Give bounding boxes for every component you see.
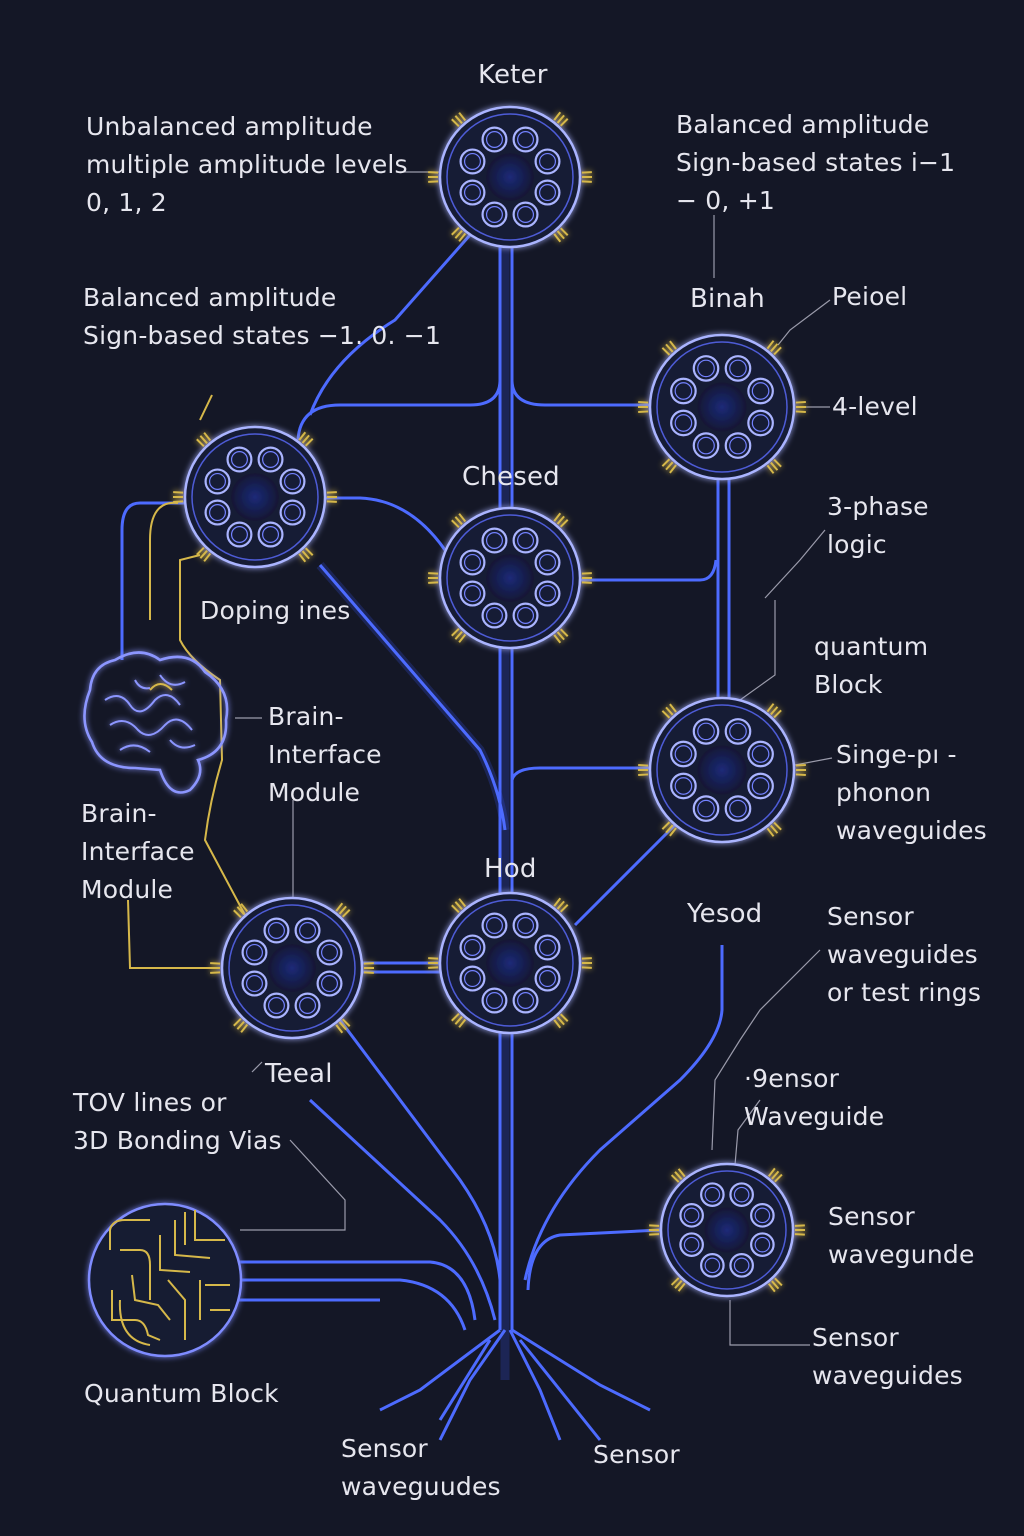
node-label-keter: Keter — [478, 60, 548, 90]
annotation-sensor-test-rings: Sensor waveguides or test rings — [827, 902, 982, 1007]
sensor-node — [649, 1162, 805, 1298]
annotation-sensor-waveguudes: Sensor waveguudes — [341, 1434, 501, 1501]
annotation-sensor-bottom: Sensor — [593, 1440, 680, 1469]
annotation-unbalanced-amplitude: Unbalanced amplitude multiple amplitude … — [86, 112, 408, 217]
teeal-node — [210, 896, 374, 1040]
node-label-yesod: Yesod — [687, 899, 763, 929]
waveguide-network — [120, 234, 731, 1441]
sephirot-nodes — [173, 105, 806, 1298]
annotation-tov-lines: TOV lines or 3D Bonding Vias — [73, 1088, 282, 1155]
left-upper-node — [173, 425, 337, 569]
chesed-node — [428, 506, 592, 650]
annotation-single-phonon-waveguides: Singe-pı - phonon waveguides — [836, 740, 987, 845]
annotation-sensor-waveguides-right: Sensor waveguides — [812, 1323, 963, 1390]
keter-node — [428, 105, 592, 249]
annotation-three-phase-logic: 3-phase logic — [827, 492, 929, 559]
annotation-brain-interface-right: Brain- Interface Module — [268, 702, 382, 807]
quantum-block-node — [638, 696, 806, 844]
annotation-leaders — [235, 171, 833, 1346]
brain-icon — [83, 651, 229, 794]
annotation-sensor-wavegunde: Sensor wavegunde — [828, 1202, 975, 1269]
annotation-quantum-block-right: quantum Block — [814, 632, 929, 699]
node-label-chesed: Chesed — [462, 462, 560, 492]
doping-lines — [127, 394, 246, 969]
annotation-quantum-block-left: Quantum Block — [84, 1379, 279, 1408]
binah-node — [638, 333, 806, 481]
node-label-teeal: Teeal — [265, 1059, 333, 1089]
annotation-peioel: Peioel — [832, 282, 908, 311]
quantum-block-icon — [87, 1202, 243, 1358]
annotation-sensor-waveguide: ·9ensor Waveguide — [744, 1064, 885, 1131]
annotation-four-level: 4-level — [832, 392, 918, 421]
annotation-doping-lines: Doping ines — [200, 596, 351, 625]
annotation-brain-interface-left: Brain- Interface Module — [81, 799, 195, 904]
annotation-balanced-amplitude-left: Balanced amplitude Sign-based states −1.… — [83, 283, 442, 350]
node-label-hod: Hod — [484, 854, 537, 884]
node-label-binah: Binah — [690, 284, 765, 314]
annotation-balanced-amplitude-right: Balanced amplitude Sign-based states i−1… — [676, 110, 956, 215]
hod-node — [428, 891, 592, 1035]
